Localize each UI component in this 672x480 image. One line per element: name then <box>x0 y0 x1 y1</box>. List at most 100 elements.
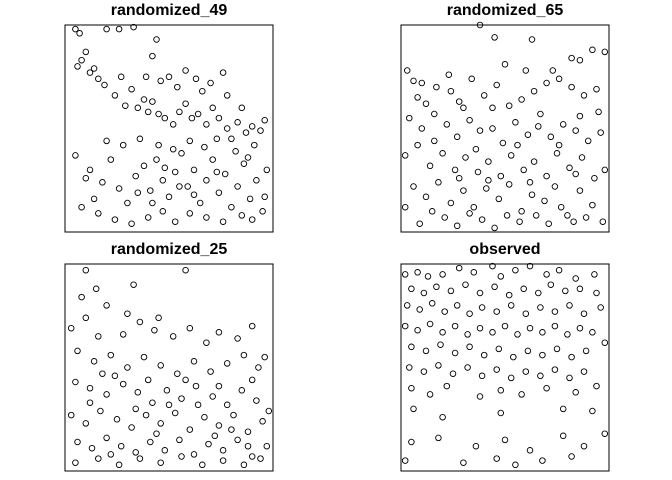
scatter-point <box>497 172 505 180</box>
scatter-point <box>591 271 598 278</box>
scatter-point <box>576 324 584 332</box>
scatter-point <box>188 114 196 122</box>
scatter-point <box>155 141 162 149</box>
scatter-point <box>78 56 85 64</box>
scatter-point <box>165 401 173 409</box>
scatter-point <box>401 457 409 464</box>
scatter-point <box>535 123 542 130</box>
scatter-point <box>530 87 538 95</box>
scatter-point <box>240 351 248 359</box>
scatter-point <box>526 447 534 454</box>
scatter-point <box>535 289 542 297</box>
scatter-point <box>526 324 534 332</box>
scatter-point <box>263 442 271 450</box>
scatter-point <box>82 266 90 274</box>
scatter-point <box>203 339 210 346</box>
scatter-point <box>518 391 525 398</box>
scatter-point <box>199 87 206 95</box>
scatter-point <box>403 302 411 309</box>
scatter-point <box>495 345 503 353</box>
scatter-point <box>593 85 600 93</box>
scatter-point <box>163 387 171 394</box>
panel-observed: observed <box>400 241 610 472</box>
scatter-point <box>134 104 142 112</box>
scatter-point <box>433 283 440 291</box>
scatter-point <box>453 133 461 141</box>
scatter-point <box>576 112 584 120</box>
scatter-point <box>524 347 532 355</box>
scatter-point <box>209 156 216 163</box>
point-layer <box>401 262 609 469</box>
scatter-point <box>209 104 216 112</box>
scatter-point <box>541 197 548 205</box>
scatter-point <box>255 364 262 371</box>
scatter-point <box>497 387 505 394</box>
scatter-point <box>476 324 484 332</box>
scatter-point <box>528 36 536 43</box>
scatter-point <box>518 208 525 215</box>
scatter-point <box>211 432 219 440</box>
scatter-point <box>248 376 256 384</box>
scatter-point <box>480 92 488 99</box>
scatter-point <box>451 349 459 357</box>
scatter-point <box>82 48 90 56</box>
scatter-point <box>476 21 484 29</box>
scatter-point <box>192 382 200 390</box>
scatter-point <box>501 322 509 330</box>
scatter-point <box>244 428 252 435</box>
scatter-point <box>205 440 212 448</box>
scatter-point <box>190 166 198 174</box>
scatter-point <box>130 281 137 288</box>
scatter-point <box>238 212 246 219</box>
scatter-point <box>493 81 500 89</box>
scatter-point <box>261 353 268 361</box>
scatter-point <box>476 289 484 297</box>
panel-frame <box>64 24 274 233</box>
scatter-point <box>478 304 486 311</box>
scatter-point <box>144 376 152 384</box>
panel-title: observed <box>469 241 540 258</box>
scatter-point <box>505 181 513 188</box>
scatter-point <box>230 411 237 419</box>
scatter-point <box>219 69 227 76</box>
scatter-point <box>132 449 139 456</box>
scatter-point <box>414 94 421 101</box>
scatter-point <box>549 67 557 74</box>
scatter-point <box>99 370 106 377</box>
scatter-point <box>576 285 584 293</box>
scatter-point <box>493 308 500 315</box>
scatter-point <box>186 137 194 145</box>
scatter-point <box>424 273 432 280</box>
scatter-point <box>130 23 137 31</box>
scatter-point <box>140 96 148 103</box>
scatter-point <box>82 420 90 427</box>
scatter-point <box>213 168 221 176</box>
scatter-point <box>518 96 525 103</box>
scatter-point <box>171 218 179 225</box>
scatter-point <box>507 152 515 159</box>
scatter-point <box>566 374 573 382</box>
scatter-point <box>136 318 144 326</box>
scatter-point <box>559 405 567 413</box>
scatter-point <box>203 121 210 128</box>
scatter-point <box>153 156 160 163</box>
scatter-point <box>67 411 75 419</box>
scatter-point <box>414 269 421 276</box>
scatter-point <box>601 339 609 346</box>
scatter-point <box>537 110 544 118</box>
scatter-point <box>433 83 440 91</box>
scatter-point <box>238 104 246 112</box>
scatter-point <box>564 331 571 338</box>
scatter-point <box>408 384 415 392</box>
scatter-point <box>447 287 455 295</box>
scatter-point <box>157 459 164 466</box>
scatter-point <box>466 343 473 351</box>
scatter-point <box>460 187 467 194</box>
scatter-point <box>253 397 260 404</box>
scatter-point <box>555 266 563 274</box>
scatter-point <box>223 125 231 132</box>
scatter-point <box>543 79 550 87</box>
scatter-point <box>213 135 221 143</box>
scatter-point <box>117 442 125 450</box>
scatter-point <box>480 351 488 359</box>
